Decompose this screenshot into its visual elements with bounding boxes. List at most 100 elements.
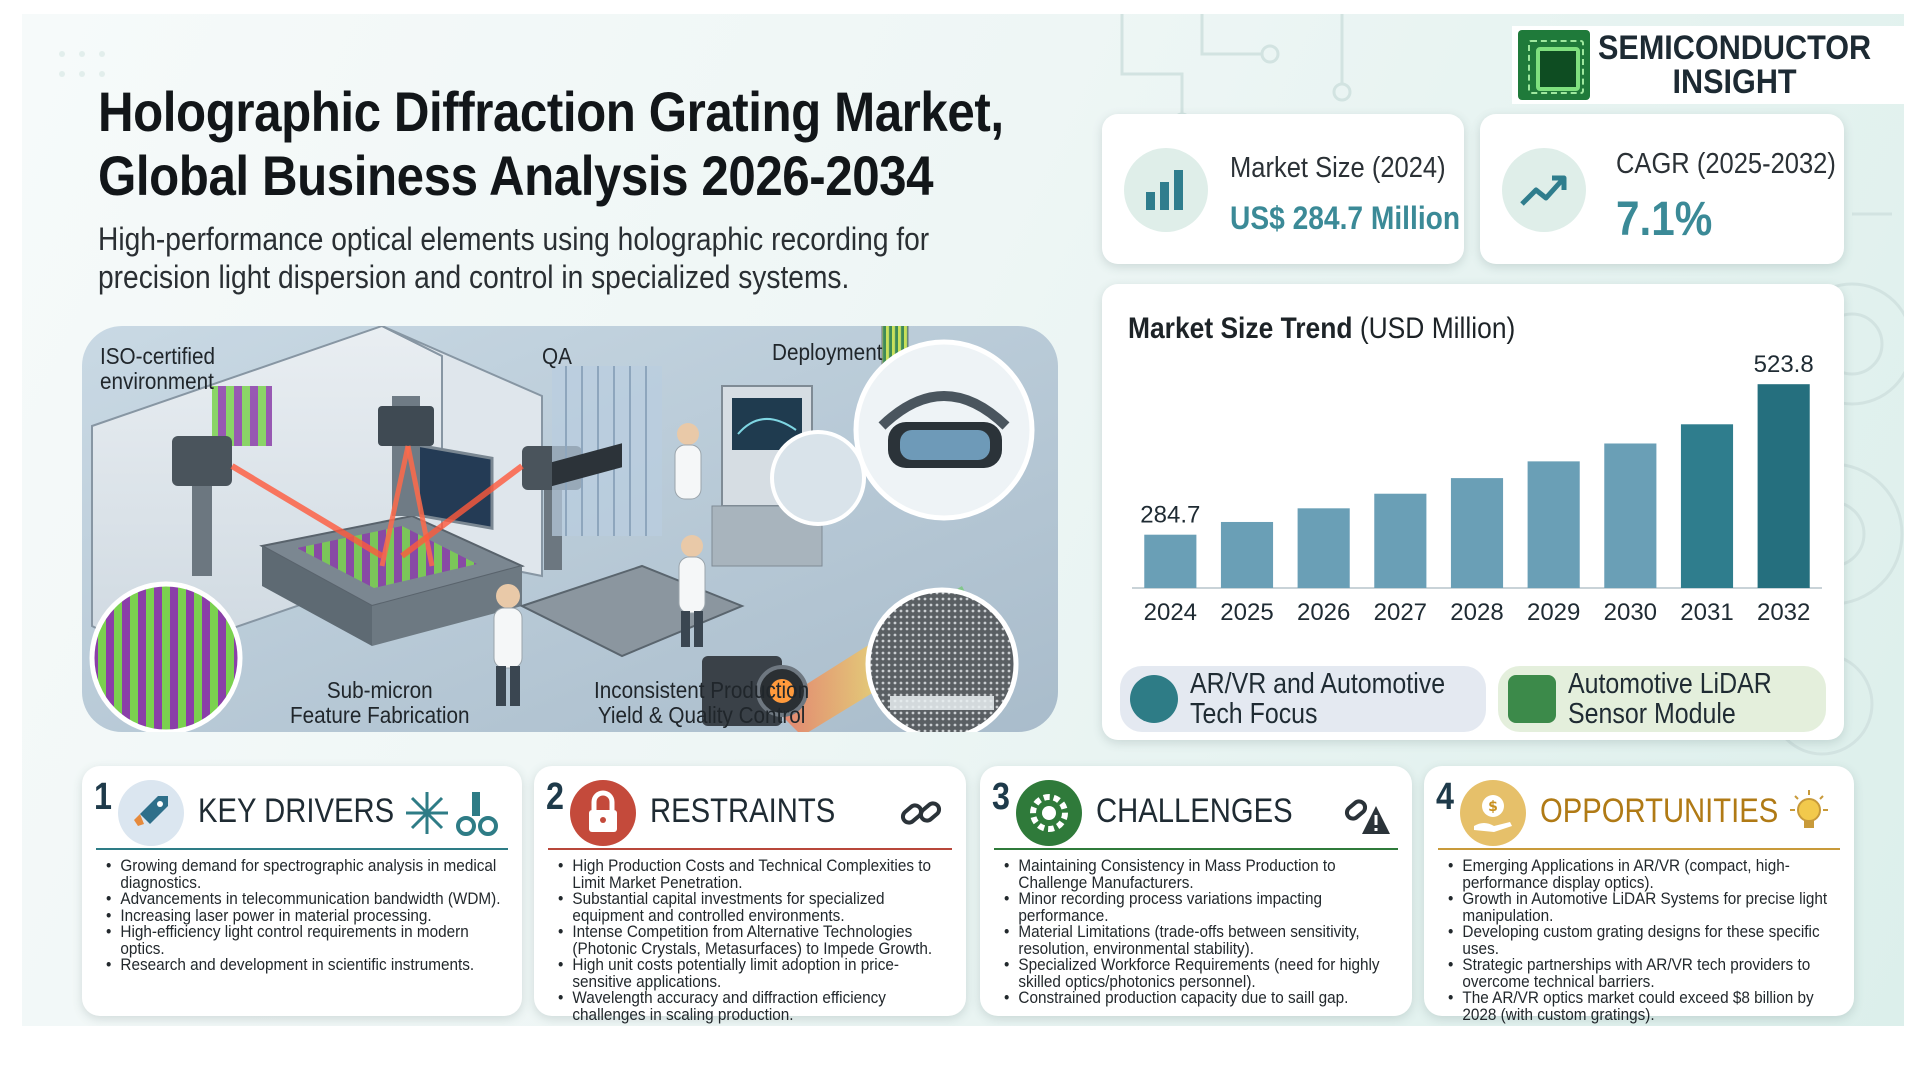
brand-line-1: SEMICONDUCTOR — [1598, 29, 1872, 67]
section-heading: KEY DRIVERS — [198, 792, 395, 830]
title-line-2: Global Business Analysis 2026-2034 — [98, 144, 934, 207]
kpi-cagr-label: CAGR (2025-2032) — [1616, 148, 1836, 180]
list-item: Maintaining Consistency in Mass Producti… — [1004, 857, 1402, 891]
chart-bar-2030 — [1604, 443, 1657, 588]
page-title: Holographic Diffraction Grating Market, … — [98, 80, 1004, 208]
list-item: Growth in Automotive LiDAR Systems for p… — [1448, 890, 1844, 924]
section-divider — [994, 848, 1398, 850]
kpi-cagr-card: CAGR (2025-2032) 7.1% — [1480, 114, 1844, 264]
data-label-2032: 523.8 — [1754, 351, 1814, 378]
label-deployment: Deployment — [772, 339, 883, 365]
x-tick-label-2025: 2025 — [1220, 599, 1273, 626]
lightbulb-icon — [1790, 790, 1828, 828]
x-tick-label-2024: 2024 — [1144, 599, 1197, 626]
section-heading: RESTRAINTS — [650, 792, 836, 830]
list-item: Minor recording process variations impac… — [1004, 890, 1402, 924]
label-iso-environment: ISO-certified environment — [100, 344, 215, 394]
x-tick-label-2031: 2031 — [1680, 599, 1733, 626]
chart-bar-2025 — [1220, 521, 1274, 588]
tag-arvr-line-2: Tech Focus — [1190, 698, 1318, 730]
vr-headset-icon — [878, 391, 1010, 468]
label-iso-line-1: ISO-certified — [100, 343, 216, 369]
brand-logo: SEMICONDUCTOR INSIGHT — [1512, 26, 1904, 104]
microscope-icon — [456, 792, 498, 836]
market-trend-chart: 2024 284.7 2025 2026 2027 2028 2029 2030 2031 203… — [1132, 351, 1822, 626]
chart-bar-2026 — [1297, 508, 1350, 588]
chart-bar-2024 — [1144, 534, 1197, 588]
market-trend-chart-card: Market Size Trend (USD Million) 2024 284.… — [1102, 284, 1844, 740]
section-list: Emerging Applications in AR/VR (compact,… — [1448, 857, 1844, 1023]
section-divider — [1438, 848, 1840, 850]
list-item: Wavelength accuracy and diffraction effi… — [558, 989, 956, 1023]
section-number: 1 — [94, 776, 112, 818]
starburst-icon — [406, 792, 448, 834]
title-line-1: Holographic Diffraction Grating Market, — [98, 80, 1004, 143]
brain-head-icon — [1130, 675, 1178, 723]
section-card-restraints: 2 RESTRAINTS High Production Costs and T… — [534, 766, 966, 1023]
kpi-market-size-card: Market Size (2024) US$ 284.7 Million — [1102, 114, 1464, 264]
tag-lidar-line-1: Automotive LiDAR — [1568, 668, 1772, 700]
list-item: High Production Costs and Technical Comp… — [558, 857, 956, 891]
list-item: Constrained production capacity due to s… — [1004, 989, 1402, 1007]
broken-link-warning-icon — [1344, 799, 1390, 834]
kpi-cagr-value: 7.1% — [1616, 193, 1713, 246]
label-iso-line-2: environment — [100, 368, 214, 394]
tag-arvr-automotive: AR/VR and Automotive Tech Focus — [1120, 666, 1486, 732]
tag-lidar-text: Automotive LiDAR Sensor Module — [1568, 669, 1772, 729]
money-hand-icon: $ — [1460, 780, 1526, 846]
list-item: Developing custom grating designs for th… — [1448, 923, 1844, 957]
tag-arvr-text: AR/VR and Automotive Tech Focus — [1190, 669, 1445, 729]
list-item: Specialized Workforce Requirements (need… — [1004, 956, 1402, 990]
x-tick-label-2032: 2032 — [1757, 599, 1810, 626]
label-sub-line-2: Feature Fabrication — [290, 702, 470, 728]
chart-title-main: Market Size Trend — [1128, 312, 1353, 345]
label-qa: QA — [542, 343, 572, 369]
x-tick-label-2026: 2026 — [1297, 599, 1350, 626]
label-inconsistent-production: Inconsistent Production Yield & Quality … — [594, 678, 809, 728]
technician-figure — [493, 584, 523, 706]
infographic-canvas: Holographic Diffraction Grating Market, … — [22, 14, 1904, 1026]
x-tick-label-2027: 2027 — [1374, 599, 1427, 626]
subtitle-line-1: High-performance optical elements using … — [98, 221, 930, 257]
page-subtitle: High-performance optical elements using … — [98, 220, 1022, 296]
section-number: 4 — [1436, 776, 1454, 818]
label-incon-line-1: Inconsistent Production — [594, 677, 810, 703]
chart-title: Market Size Trend (USD Million) — [1128, 312, 1515, 346]
svg-text:$: $ — [1488, 799, 1498, 815]
section-card-opportunities: 4 $ OPPORTUNITIES Emerging Applications … — [1424, 766, 1854, 1023]
list-item: Increasing laser power in material proce… — [106, 907, 512, 925]
tag-arvr-line-1: AR/VR and Automotive — [1190, 668, 1446, 700]
bar-chart-icon — [1124, 148, 1208, 232]
lidar-sensor-icon — [1508, 675, 1556, 723]
tag-lidar-line-2: Sensor Module — [1568, 698, 1736, 730]
chart-bar-2029 — [1527, 461, 1580, 588]
broken-link-icon — [900, 801, 942, 825]
list-item: High unit costs potentially limit adopti… — [558, 956, 956, 990]
list-item: Substantial capital investments for spec… — [558, 890, 956, 924]
subtitle-line-2: precision light dispersion and control i… — [98, 259, 850, 295]
trend-up-icon — [1502, 148, 1586, 232]
label-sub-line-1: Sub-micron — [326, 677, 433, 703]
chart-bar-2027 — [1374, 493, 1427, 588]
x-tick-label-2030: 2030 — [1604, 599, 1657, 626]
section-divider — [548, 848, 952, 850]
section-heading: CHALLENGES — [1096, 792, 1293, 830]
data-label-2024: 284.7 — [1140, 502, 1200, 529]
lock-icon — [570, 780, 636, 846]
section-card-challenges: 3 CHALLENGES Maintaining Consistency in … — [980, 766, 1412, 1016]
brand-line-2: INSIGHT — [1672, 63, 1797, 101]
list-item: Advancements in telecommunication bandwi… — [106, 890, 512, 908]
list-item: The AR/VR optics market could exceed $8 … — [1448, 989, 1844, 1023]
tag-lidar-module: Automotive LiDAR Sensor Module — [1498, 666, 1826, 732]
section-list: Maintaining Consistency in Mass Producti… — [1004, 857, 1402, 1007]
x-tick-label-2028: 2028 — [1450, 599, 1503, 626]
section-divider — [96, 848, 508, 850]
gear-icon — [1016, 780, 1082, 846]
chart-bar-2032 — [1757, 384, 1810, 588]
list-item: Research and development in scientific i… — [106, 956, 512, 974]
chip-icon — [1518, 30, 1590, 100]
chart-title-unit: (USD Million) — [1359, 312, 1516, 345]
section-list: Growing demand for spectrographic analys… — [106, 857, 512, 974]
brand-name: SEMICONDUCTOR INSIGHT — [1598, 31, 1871, 99]
x-tick-label-2029: 2029 — [1527, 599, 1580, 626]
